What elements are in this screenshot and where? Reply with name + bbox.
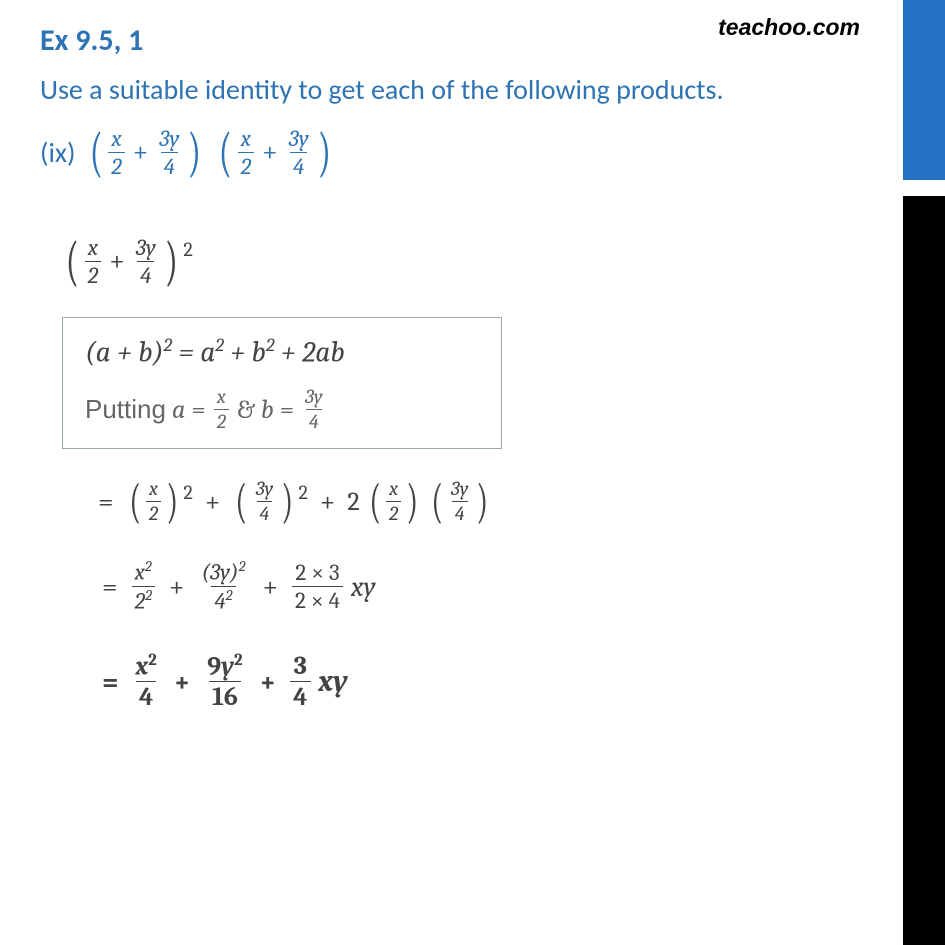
f1-num: x2 (132, 560, 155, 586)
side-stripe (903, 0, 945, 945)
watermark: teachoo.com (718, 14, 860, 41)
f2-den: 42 (211, 586, 235, 613)
final-f2-num: 9y2 (204, 653, 245, 682)
step-squared: ( x2 + 3y4 ) 2 (62, 236, 905, 287)
final-f1-num: x2 (133, 653, 160, 682)
stripe-black (903, 196, 945, 945)
page-content: Ex 9.5, 1 Use a suitable identity to get… (0, 0, 945, 710)
question-text: Use a suitable identity to get each of t… (40, 71, 905, 109)
identity-box: (a + b)2 = a2 + b2 + 2ab Putting a = x2 … (62, 317, 502, 450)
sub-label: (ix) (40, 135, 76, 170)
stripe-gap (903, 180, 945, 196)
f1-den: 22 (132, 586, 155, 613)
identity-formula: (a + b)2 = a2 + b2 + 2ab (85, 334, 479, 370)
exponent-2: 2 (183, 238, 192, 261)
step-final: = x24 + 9y216 + 34 xy (96, 653, 905, 711)
f2-num: (3y)2 (198, 560, 248, 586)
step-expand-1: = ( x2 ) 2 + ( 3y4 ) 2 + 2 ( x2 ) ( 3y4 … (92, 479, 905, 524)
sub-question: (ix) ( x2 + 3y4 ) ( x2 + 3y4 ) (40, 127, 905, 178)
factor-1: ( x2 + 3y4 ) (86, 127, 205, 178)
stripe-blue (903, 0, 945, 180)
step-expand-2: = x222 + (3y)242 + 2 × 32 × 4 xy (96, 560, 905, 612)
factor-2: ( x2 + 3y4 ) (215, 127, 334, 178)
identity-substitution: Putting a = x2 & b = 3y4 (85, 387, 479, 432)
